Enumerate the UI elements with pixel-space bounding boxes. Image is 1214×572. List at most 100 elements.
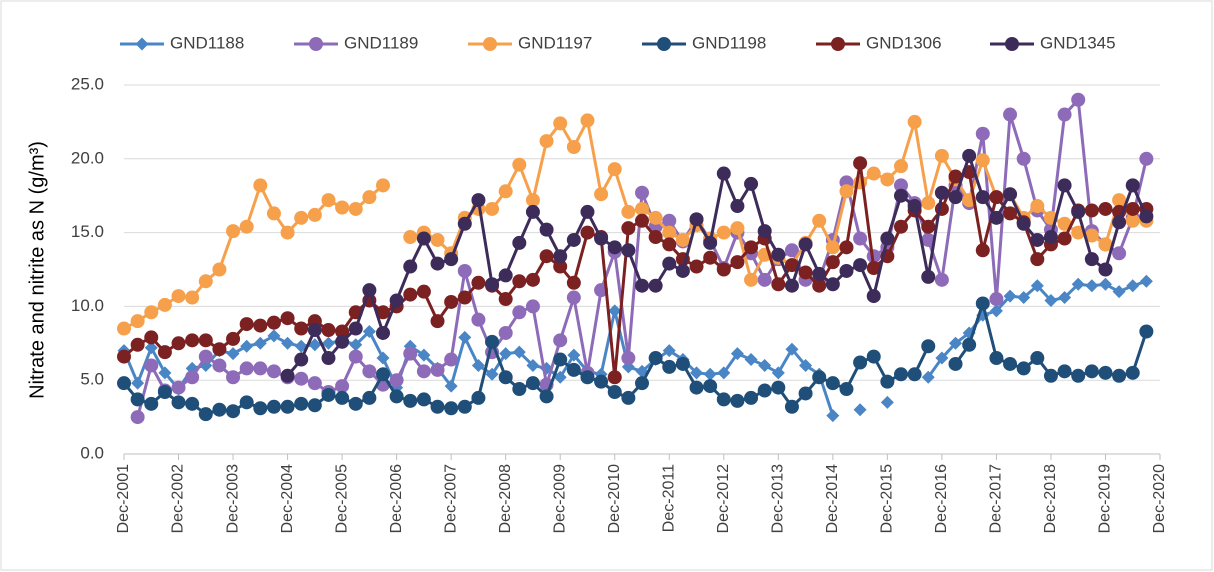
marker bbox=[771, 247, 786, 262]
marker bbox=[635, 213, 649, 228]
marker bbox=[1112, 368, 1127, 383]
marker bbox=[294, 371, 309, 386]
marker bbox=[198, 349, 213, 364]
marker bbox=[771, 380, 786, 395]
marker bbox=[1098, 365, 1113, 380]
marker bbox=[471, 390, 486, 405]
marker bbox=[458, 330, 472, 344]
marker bbox=[1112, 246, 1127, 261]
marker bbox=[294, 396, 309, 411]
marker bbox=[1016, 216, 1031, 231]
marker bbox=[144, 330, 159, 345]
marker bbox=[703, 379, 718, 394]
marker bbox=[866, 349, 881, 364]
marker bbox=[539, 249, 554, 264]
marker bbox=[566, 232, 581, 247]
marker bbox=[539, 222, 554, 237]
marker bbox=[185, 290, 200, 305]
marker bbox=[403, 346, 418, 361]
marker bbox=[689, 259, 704, 274]
marker bbox=[1084, 228, 1099, 243]
marker bbox=[975, 126, 990, 141]
marker bbox=[430, 232, 445, 247]
marker bbox=[662, 344, 676, 358]
marker bbox=[866, 166, 881, 181]
marker bbox=[594, 231, 609, 246]
marker bbox=[226, 370, 241, 385]
marker bbox=[880, 374, 895, 389]
y-tick-label: 20.0 bbox=[71, 148, 104, 167]
marker bbox=[784, 243, 799, 258]
marker bbox=[949, 336, 963, 350]
marker bbox=[376, 178, 390, 193]
marker bbox=[253, 336, 267, 350]
marker bbox=[580, 113, 595, 128]
marker bbox=[1098, 277, 1112, 291]
marker bbox=[812, 213, 827, 228]
marker bbox=[1125, 201, 1140, 216]
marker bbox=[921, 232, 936, 247]
marker bbox=[403, 393, 418, 408]
marker bbox=[362, 283, 377, 298]
marker bbox=[117, 321, 131, 336]
marker bbox=[389, 293, 404, 308]
marker bbox=[130, 337, 145, 352]
marker bbox=[512, 235, 527, 250]
y-tick-label: 0.0 bbox=[80, 443, 104, 462]
marker bbox=[1043, 230, 1058, 245]
marker bbox=[744, 390, 759, 405]
marker bbox=[389, 389, 404, 404]
marker bbox=[662, 225, 677, 240]
marker bbox=[403, 230, 418, 245]
marker bbox=[1030, 252, 1045, 267]
marker bbox=[239, 219, 254, 234]
x-tick-label: Dec-2018 bbox=[1042, 464, 1059, 533]
marker bbox=[894, 178, 908, 193]
marker bbox=[975, 190, 990, 205]
marker bbox=[226, 347, 240, 361]
marker bbox=[825, 376, 840, 391]
marker bbox=[975, 296, 990, 311]
marker bbox=[198, 274, 213, 289]
legend: GND1188 GND1189 GND1197 GND1198 GND1306 GND13… bbox=[120, 33, 1116, 52]
marker bbox=[117, 376, 131, 391]
marker bbox=[212, 358, 227, 373]
marker bbox=[253, 361, 268, 376]
marker bbox=[853, 258, 868, 273]
marker bbox=[226, 224, 241, 239]
marker bbox=[485, 367, 499, 381]
marker bbox=[962, 148, 977, 163]
marker bbox=[1003, 107, 1018, 122]
marker bbox=[226, 331, 241, 346]
x-tick-label: Dec-2008 bbox=[497, 464, 514, 533]
marker bbox=[825, 255, 840, 270]
marker bbox=[771, 277, 786, 292]
marker bbox=[294, 321, 309, 336]
marker bbox=[1030, 199, 1045, 214]
marker bbox=[662, 237, 677, 252]
marker bbox=[894, 159, 908, 174]
marker bbox=[280, 368, 295, 383]
marker bbox=[185, 370, 200, 385]
marker bbox=[198, 333, 213, 348]
marker bbox=[621, 221, 636, 236]
marker bbox=[662, 256, 677, 271]
marker bbox=[934, 272, 949, 287]
marker bbox=[335, 324, 350, 339]
legend-marker bbox=[831, 37, 845, 51]
marker bbox=[362, 190, 377, 205]
marker bbox=[457, 399, 472, 414]
marker bbox=[635, 376, 649, 391]
legend-marker bbox=[135, 37, 149, 51]
marker bbox=[212, 342, 227, 357]
marker bbox=[880, 231, 895, 246]
x-tick-label: Dec-2009 bbox=[551, 464, 568, 533]
marker bbox=[907, 114, 922, 129]
marker bbox=[457, 290, 472, 305]
marker bbox=[539, 134, 554, 149]
marker bbox=[267, 329, 281, 343]
legend-label: GND1345 bbox=[1040, 33, 1116, 52]
marker bbox=[553, 352, 568, 367]
marker bbox=[457, 263, 472, 278]
marker bbox=[1098, 262, 1113, 277]
